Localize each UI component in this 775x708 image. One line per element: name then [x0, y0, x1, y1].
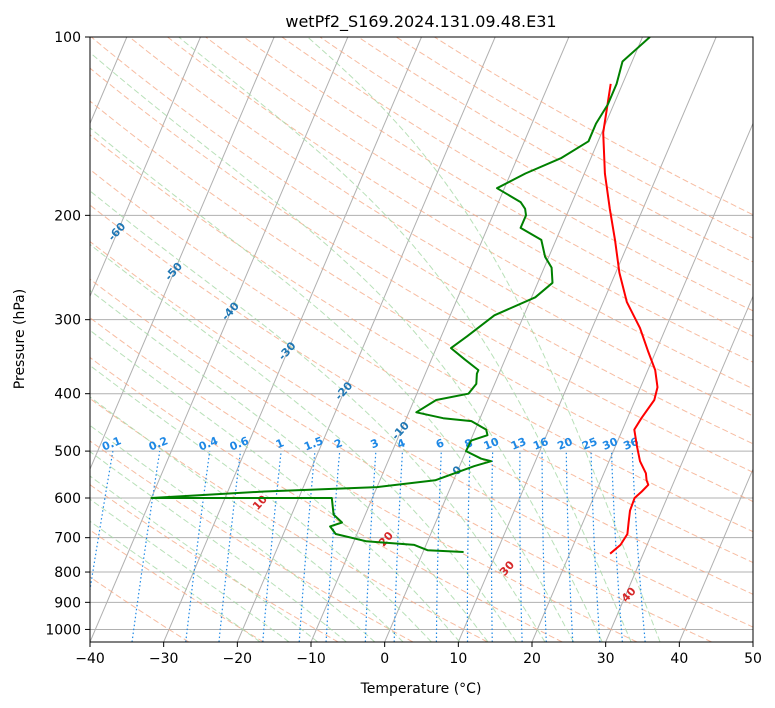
mixing-ratio-line — [298, 451, 316, 642]
mixing-ratio-label: 30 — [601, 435, 620, 453]
mixing-ratio-label: 10 — [482, 435, 501, 453]
moist-adiabat-line — [90, 127, 575, 642]
data-series — [150, 37, 659, 555]
dry-adiabat-line — [90, 356, 563, 642]
isotherm-line — [457, 37, 717, 642]
y-axis: 100 200 300 400 500 600 700 800 900 1000 — [45, 30, 90, 638]
moist-adiabat-line — [90, 51, 603, 642]
mixing-ratio-label: 1 — [274, 436, 286, 451]
moist-adiabat-line — [178, 37, 632, 642]
x-tick-label: −30 — [149, 651, 179, 667]
isotherm-line — [678, 467, 753, 642]
mixing-ratio-line — [262, 451, 282, 642]
isotherm-line — [90, 37, 349, 642]
dry-adiabat-line — [90, 241, 753, 628]
dry-adiabat-line — [129, 37, 753, 417]
x-axis: −40 −30 −20 −10 0 10 20 30 40 50 — [75, 642, 762, 667]
dewpoint-profile-line — [150, 37, 651, 553]
x-tick-label: 20 — [523, 651, 541, 667]
x-tick-label: −20 — [223, 651, 253, 667]
isotherm-line — [236, 37, 496, 642]
moist-adiabat-line — [90, 451, 347, 642]
dry-adiabat-line — [90, 397, 488, 642]
moist-adiabat-line — [307, 37, 661, 642]
moist-adiabat-line — [90, 364, 432, 642]
x-tick-label: 30 — [597, 651, 615, 667]
isotherm-line — [605, 295, 753, 642]
moist-adiabat-line — [90, 396, 404, 642]
x-tick-label: −40 — [75, 651, 105, 667]
x-tick-label: 50 — [744, 651, 762, 667]
moist-adiabat-line — [90, 329, 461, 642]
mixing-ratio-label: 13 — [509, 435, 528, 453]
y-tick-label: 500 — [54, 444, 81, 460]
dry-adiabat-line — [90, 440, 414, 642]
dry-adiabat-line — [90, 317, 638, 642]
temperature-profile-line — [602, 83, 659, 555]
mixing-ratio-label: 3 — [369, 436, 381, 451]
y-axis-label: Pressure (hPa) — [12, 289, 28, 389]
moist-adiabat-line — [90, 190, 546, 642]
x-tick-label: 10 — [449, 651, 467, 667]
moist-adiabat-line — [90, 424, 376, 642]
y-tick-label: 300 — [54, 313, 81, 329]
moist-adiabat-line — [90, 289, 489, 642]
y-tick-label: 800 — [54, 565, 81, 581]
dry-adiabat-line — [90, 576, 190, 642]
y-tick-label: 100 — [54, 30, 81, 46]
mixing-ratio-label: 16 — [531, 435, 550, 453]
dry-adiabat-line — [90, 168, 753, 564]
isotherm-line — [90, 37, 275, 471]
x-tick-label: −10 — [296, 651, 326, 667]
isotherm-line — [163, 37, 422, 642]
mixing-ratio-label: 20 — [555, 435, 574, 453]
dry-adiabat-line — [90, 204, 753, 595]
y-tick-label: 200 — [54, 208, 81, 224]
dry-adiabat-line — [205, 37, 753, 363]
moist-adiabat-line — [90, 475, 319, 642]
mixing-ratio-label: 2 — [332, 436, 344, 451]
isotherm-line — [384, 37, 643, 642]
dry-adiabat-line — [90, 67, 753, 473]
y-tick-label: 1000 — [45, 622, 81, 638]
x-axis-label: Temperature (°C) — [360, 681, 482, 697]
y-tick-label: 400 — [54, 387, 81, 403]
plot-frame — [89, 36, 754, 643]
mixing-ratio-line — [218, 451, 242, 642]
x-tick-label: 40 — [670, 651, 688, 667]
mixing-ratio-line — [131, 451, 161, 642]
mixing-ratio-label: 25 — [580, 435, 599, 453]
isotherm-line — [531, 122, 753, 642]
chart-title: wetPf2_S169.2024.131.09.48.E31 — [285, 12, 556, 32]
dry-adiabat-line — [90, 484, 339, 642]
moist-adiabat-line — [90, 520, 261, 642]
y-tick-label: 600 — [54, 491, 81, 507]
x-tick-label: 0 — [380, 651, 389, 667]
y-tick-label: 700 — [54, 531, 81, 547]
dry-adiabat-line — [281, 37, 753, 312]
background-lines — [90, 37, 753, 642]
y-tick-label: 900 — [54, 595, 81, 611]
mixing-ratio-line — [631, 451, 646, 642]
moist-adiabat-line — [90, 243, 517, 642]
dry-adiabat-line — [90, 134, 753, 533]
isotherm-line — [90, 37, 201, 298]
